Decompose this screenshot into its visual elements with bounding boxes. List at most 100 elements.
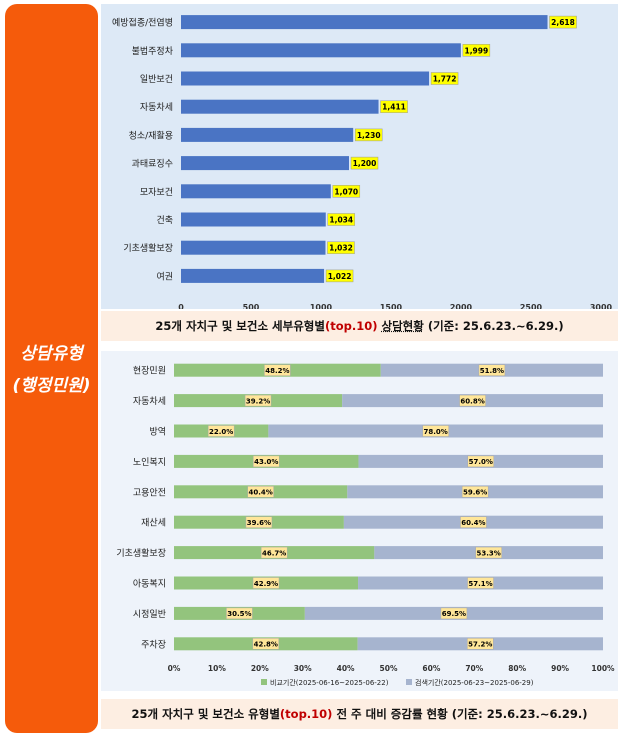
caption-1-mid: 상담현황 xyxy=(381,319,424,333)
category-label: 고용안전 xyxy=(133,487,166,498)
data-label: 1,022 xyxy=(328,272,352,281)
data-label-box xyxy=(422,425,449,437)
data-label: 53.3% xyxy=(477,549,501,557)
data-label: 1,034 xyxy=(329,216,353,225)
data-label: 51.8% xyxy=(480,367,504,375)
bar xyxy=(181,156,349,171)
data-label-box xyxy=(247,486,274,498)
legend-label: 비교기간(2025-06-16~2025-06-22) xyxy=(270,678,389,687)
category-label: 방역 xyxy=(149,427,166,438)
data-label: 57.0% xyxy=(469,458,493,466)
category-label: 현장민원 xyxy=(133,366,166,377)
x-tick-label: 20% xyxy=(251,664,269,673)
data-label: 57.1% xyxy=(468,580,492,588)
category-label: 노인복지 xyxy=(133,457,166,468)
data-label: 42.9% xyxy=(254,580,278,588)
data-label: 57.2% xyxy=(468,641,492,649)
sidebar-title: 상담유형 xyxy=(20,344,83,364)
data-label: 22.0% xyxy=(209,428,233,436)
data-label-box xyxy=(252,455,280,468)
x-tick-label: 40% xyxy=(337,664,355,673)
x-tick-label: 500 xyxy=(243,303,260,309)
category-label: 시정일반 xyxy=(133,609,166,620)
data-label-box xyxy=(460,516,487,528)
data-label-box xyxy=(244,394,272,407)
data-label: 1,999 xyxy=(464,46,488,55)
category-label: 기초생활보장 xyxy=(123,242,173,254)
data-label: 60.4% xyxy=(461,519,485,527)
caption-1-highlight: (top.10) xyxy=(324,319,378,333)
chart-2-caption: 25개 자치구 및 보건소 유형별(top.10) 전 주 대비 증감률 현황 … xyxy=(101,699,618,729)
data-label-box xyxy=(467,638,494,650)
chart-1-caption: 25개 자치구 및 보건소 세부유형별(top.10) 상담현황 (기준: 25… xyxy=(101,311,618,341)
category-label: 자동차세 xyxy=(140,101,173,113)
data-label-box xyxy=(245,516,273,528)
data-label-box xyxy=(207,425,235,437)
legend-label: 검색기간(2025-06-23~2025-06-29) xyxy=(415,678,534,687)
data-label-box xyxy=(327,213,356,226)
data-label: 42.8% xyxy=(254,641,278,649)
x-tick-label: 1000 xyxy=(310,303,333,309)
bar xyxy=(181,240,326,255)
category-label: 주차장 xyxy=(141,638,166,650)
bar xyxy=(181,43,461,58)
x-tick-label: 80% xyxy=(508,664,526,673)
category-sidebar: 상담유형 (행정민원) xyxy=(5,4,98,733)
bar xyxy=(181,268,325,283)
chart-2-panel: 0% 10% 20% 30% 40% 50% 60% 70% 80% 90% 100% 현장민원 48.… xyxy=(101,351,618,691)
x-tick-label: 70% xyxy=(465,664,483,673)
data-label-box xyxy=(260,546,288,559)
caption-2-mid: 전 주 대비 증감률 현황 xyxy=(336,707,448,721)
data-label-box xyxy=(461,486,489,498)
chart-1-panel: 0 500 1000 1500 2000 2500 3000 예방접종/전염병 2,618 불법주… xyxy=(101,4,618,309)
data-label-box xyxy=(430,72,459,85)
category-label: 불법주정차 xyxy=(132,45,174,57)
x-tick-label: 2000 xyxy=(450,303,473,309)
chart-1: 0 500 1000 1500 2000 2500 3000 예방접종/전염병 2,618 불법주… xyxy=(112,15,613,309)
data-label: 43.0% xyxy=(254,458,278,466)
bar xyxy=(181,99,379,114)
data-label: 1,772 xyxy=(433,75,457,84)
x-tick-label: 50% xyxy=(380,664,398,673)
data-label-box xyxy=(252,638,280,650)
data-label-box xyxy=(327,241,355,254)
data-label: 1,230 xyxy=(357,131,381,140)
x-tick-label: 0% xyxy=(168,664,181,673)
data-label-box xyxy=(264,364,291,376)
x-tick-label: 0 xyxy=(178,303,184,309)
bar xyxy=(181,15,548,30)
data-label: 1,200 xyxy=(353,159,377,168)
category-label: 자동차세 xyxy=(133,395,166,407)
data-label-box xyxy=(380,100,408,113)
caption-2-post: (기준: 25.6.23.~6.29.) xyxy=(451,707,588,721)
data-label-box xyxy=(325,269,354,283)
data-label: 1,411 xyxy=(382,103,406,112)
category-label: 과태료징수 xyxy=(132,159,173,170)
category-label: 예방접종/전염병 xyxy=(112,17,173,29)
bar xyxy=(181,127,354,142)
data-label-box xyxy=(475,546,502,559)
data-label: 69.5% xyxy=(442,610,466,618)
sidebar-subtitle: (행정민원) xyxy=(12,376,91,396)
data-label: 40.4% xyxy=(249,489,273,497)
chart-2: 0% 10% 20% 30% 40% 50% 60% 70% 80% 90% 100% 현장민원 48.… xyxy=(116,363,615,687)
legend-swatch xyxy=(406,679,412,685)
data-label: 1,070 xyxy=(334,187,358,196)
x-tick-label: 10% xyxy=(208,664,226,673)
data-label: 30.5% xyxy=(227,610,251,618)
x-tick-label: 1500 xyxy=(380,303,403,309)
bar xyxy=(181,71,430,86)
category-label: 건축 xyxy=(156,215,173,226)
caption-2-highlight: (top.10) xyxy=(279,707,333,721)
data-label-box xyxy=(354,128,383,142)
data-label-box xyxy=(350,156,379,170)
data-label: 2,618 xyxy=(551,18,575,27)
data-label: 1,032 xyxy=(329,244,353,253)
x-tick-label: 60% xyxy=(422,664,440,673)
data-label-box xyxy=(252,577,280,589)
x-tick-label: 30% xyxy=(294,664,312,673)
data-label-box xyxy=(332,185,361,198)
bar xyxy=(181,212,326,227)
caption-1-post: (기준: 25.6.23.~6.29.) xyxy=(427,319,564,333)
data-label: 60.8% xyxy=(460,397,484,405)
